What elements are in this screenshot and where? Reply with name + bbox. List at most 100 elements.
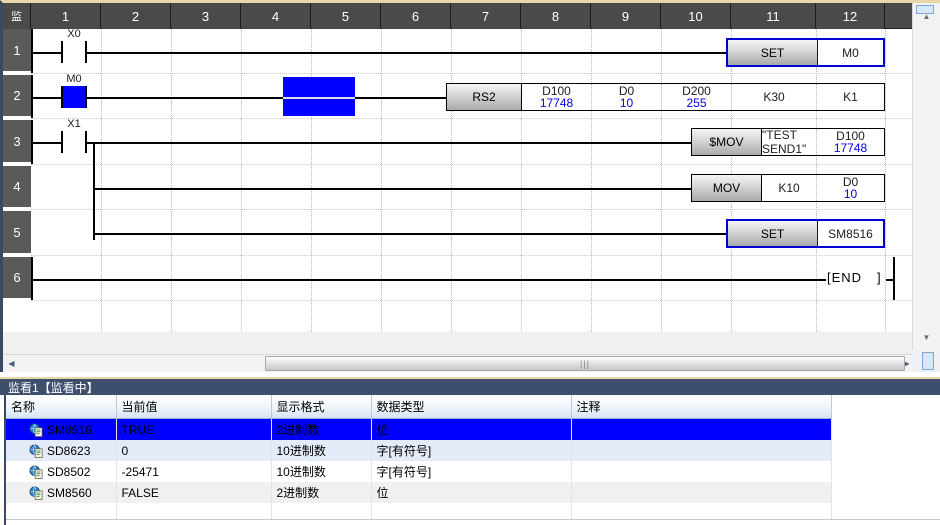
grid-line-row-2 bbox=[31, 118, 915, 119]
cell-name-text: SM8560 bbox=[47, 485, 92, 500]
end-instruction-bracket: ] bbox=[877, 270, 882, 285]
cell-name-text: SD8502 bbox=[47, 464, 91, 479]
cell-comment bbox=[571, 461, 832, 482]
column-header-comment[interactable]: 注释 bbox=[571, 395, 832, 419]
rung3-operand-2-value: 17748 bbox=[833, 141, 868, 155]
rung2-operand-2-device: D0 bbox=[618, 84, 635, 98]
rung2-rs2-instruction[interactable]: RS2 D100 17748 D0 10 D200 255 bbox=[446, 83, 885, 111]
rung5-set-instruction[interactable]: SET SM8516 bbox=[726, 219, 885, 248]
contact-x1-label: X1 bbox=[67, 118, 81, 130]
column-header-9[interactable]: 9 bbox=[591, 3, 661, 29]
ladder-editor-window: 监 1 2 3 4 5 6 7 8 9 10 11 12 1 2 bbox=[0, 0, 940, 372]
hscroll-left-arrow-icon[interactable]: ◀ bbox=[3, 355, 20, 372]
contact-x0-left-bar bbox=[61, 41, 63, 63]
rung1-operand-m0: M0 bbox=[842, 45, 859, 60]
grid-line-row-4 bbox=[31, 209, 915, 210]
column-header-6[interactable]: 6 bbox=[381, 3, 451, 29]
contact-m0[interactable] bbox=[61, 86, 87, 108]
column-header-12[interactable]: 12 bbox=[816, 3, 885, 29]
rung2-operand-1-value: 17748 bbox=[539, 96, 574, 110]
rung4-operand-2-device: D0 bbox=[842, 175, 859, 189]
device-name-wrapper: SD8502 bbox=[11, 465, 111, 479]
vscroll-top-box[interactable] bbox=[916, 5, 934, 14]
rung5-instruction-name: SET bbox=[728, 221, 818, 246]
rung2-wire-mid bbox=[87, 97, 446, 99]
cell-current-value: 0 bbox=[116, 440, 272, 461]
vscroll-down-arrow-icon[interactable]: ▼ bbox=[922, 332, 931, 342]
cell-display-format: 10进制数 bbox=[271, 440, 372, 461]
hscroll-thumb[interactable]: ||| bbox=[265, 356, 905, 371]
cell-display-format: 10进制数 bbox=[271, 461, 372, 482]
column-header-type[interactable]: 数据类型 bbox=[371, 395, 572, 419]
cell-current-value: -25471 bbox=[116, 461, 272, 482]
cursor-selection-block[interactable] bbox=[283, 77, 355, 116]
row-header-3[interactable]: 3 bbox=[3, 120, 31, 164]
rung1-set-instruction[interactable]: SET M0 bbox=[726, 38, 885, 67]
contact-x1-right-bar bbox=[85, 131, 87, 153]
column-header-2[interactable]: 2 bbox=[101, 3, 171, 29]
column-header-4[interactable]: 4 bbox=[241, 3, 311, 29]
column-header-value[interactable]: 当前值 bbox=[116, 395, 272, 419]
column-header-1[interactable]: 1 bbox=[31, 3, 101, 29]
cell-current-value: TRUE bbox=[116, 418, 272, 440]
cell-data-type: 字[有符号] bbox=[371, 461, 572, 482]
device-globe-icon bbox=[29, 464, 43, 479]
rung2-left-rail bbox=[31, 75, 33, 118]
rung1-instruction-name: SET bbox=[728, 40, 818, 65]
grid-line-col-12 bbox=[885, 29, 886, 332]
cell-data-type: 位 bbox=[371, 418, 572, 440]
column-header-3[interactable]: 3 bbox=[171, 3, 241, 29]
grid-line-col-8 bbox=[591, 29, 592, 332]
rung4-operand-2: D0 10 bbox=[817, 175, 884, 201]
device-name-wrapper: SM8560 bbox=[11, 486, 111, 500]
device-name-wrapper: SM8516 bbox=[11, 423, 111, 437]
rung3-operand-1: "TEST SEND1" bbox=[762, 128, 817, 156]
table-row-empty[interactable] bbox=[6, 503, 832, 522]
rung1-wire-out bbox=[87, 52, 726, 54]
program-right-rail bbox=[893, 257, 895, 300]
grid-line-col-7 bbox=[521, 29, 522, 332]
cell-data-type: 字[有符号] bbox=[371, 440, 572, 461]
rung3-smov-instruction[interactable]: $MOV "TEST SEND1" D100 17748 bbox=[691, 128, 885, 156]
rung2-operand-2: D0 10 bbox=[592, 84, 662, 110]
ladder-horizontal-scrollbar[interactable]: ◀ ||| ▶ bbox=[3, 354, 915, 372]
rung4-mov-instruction[interactable]: MOV K10 D0 10 bbox=[691, 174, 885, 202]
contact-x0[interactable] bbox=[61, 41, 87, 63]
cell-name: SM8560 bbox=[6, 482, 117, 503]
row-header-5[interactable]: 5 bbox=[3, 211, 31, 255]
column-header-format[interactable]: 显示格式 bbox=[271, 395, 372, 419]
vscroll-up-arrow-icon[interactable]: ▲ bbox=[922, 11, 931, 21]
ladder-vertical-scrollbar[interactable]: ▲ ▼ bbox=[912, 3, 940, 350]
cell-data-type bbox=[371, 503, 572, 522]
cell-name: SM8516 bbox=[6, 418, 117, 440]
table-row[interactable]: SM8560 FALSE 2进制数 位 bbox=[6, 482, 832, 503]
end-instruction[interactable]: [END bbox=[827, 270, 863, 285]
table-row[interactable]: SD8623 0 10进制数 字[有符号] bbox=[6, 440, 832, 461]
contact-m0-label: M0 bbox=[66, 73, 82, 85]
rung4-wire bbox=[93, 188, 691, 190]
cell-name-text: SM8516 bbox=[47, 422, 92, 437]
rung2-operand-2-value: 10 bbox=[619, 96, 634, 110]
table-row[interactable]: SD8502 -25471 10进制数 字[有符号] bbox=[6, 461, 832, 482]
column-header-name[interactable]: 名称 bbox=[6, 395, 117, 419]
column-header-11[interactable]: 11 bbox=[731, 3, 816, 29]
device-globe-icon bbox=[29, 485, 43, 500]
monitor-panel-titlebar: 监看1【监看中】 bbox=[0, 377, 940, 395]
table-row[interactable]: SM8516 TRUE 2进制数 位 bbox=[6, 418, 832, 440]
row-header-2[interactable]: 2 bbox=[3, 75, 31, 118]
row-header-6[interactable]: 6 bbox=[3, 257, 31, 300]
ladder-canvas[interactable]: X0 SET M0 M0 bbox=[31, 29, 915, 332]
cell-data-type: 位 bbox=[371, 482, 572, 503]
cell-comment bbox=[571, 440, 832, 461]
hscroll-track[interactable]: ||| bbox=[20, 355, 905, 372]
column-header-5[interactable]: 5 bbox=[311, 3, 381, 29]
column-header-8[interactable]: 8 bbox=[521, 3, 591, 29]
contact-x1[interactable] bbox=[61, 131, 87, 153]
column-header-bar: 监 1 2 3 4 5 6 7 8 9 10 11 12 bbox=[3, 3, 940, 29]
column-header-10[interactable]: 10 bbox=[661, 3, 731, 29]
column-header-7[interactable]: 7 bbox=[451, 3, 521, 29]
rung3-wire-in bbox=[31, 142, 61, 144]
scrollbar-corner-box[interactable] bbox=[922, 352, 934, 370]
row-header-4[interactable]: 4 bbox=[3, 166, 31, 209]
row-header-1[interactable]: 1 bbox=[3, 29, 31, 73]
